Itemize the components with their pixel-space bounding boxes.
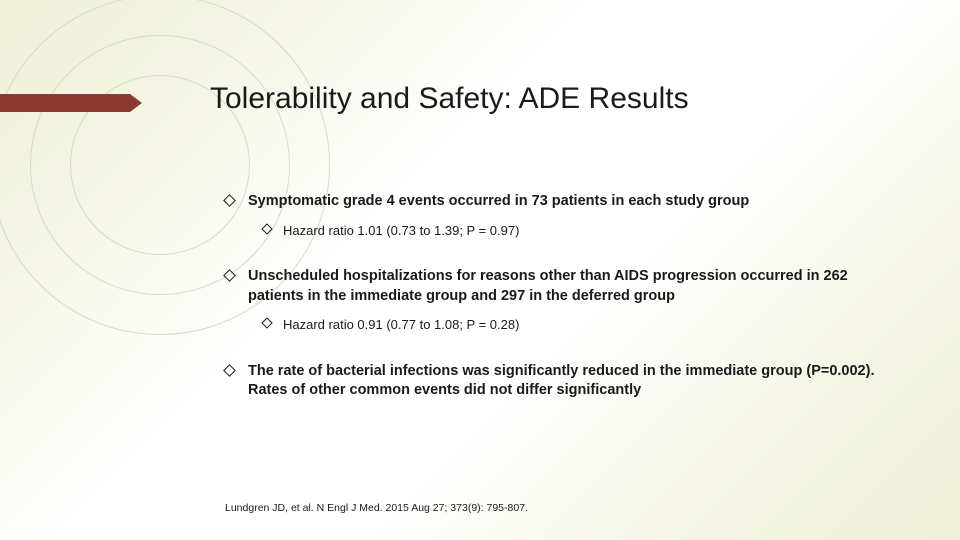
bullet-text: Symptomatic grade 4 events occurred in 7… xyxy=(248,192,749,212)
diamond-bullet-icon xyxy=(261,318,272,329)
list-item: Hazard ratio 0.91 (0.77 to 1.08; P = 0.2… xyxy=(263,316,905,334)
slide-title: Tolerability and Safety: ADE Results xyxy=(210,82,689,116)
diamond-bullet-icon xyxy=(223,269,236,282)
list-item: The rate of bacterial infections was sig… xyxy=(225,362,905,401)
diamond-bullet-icon xyxy=(223,364,236,377)
arrow-bar xyxy=(0,94,130,112)
citation-text: Lundgren JD, et al. N Engl J Med. 2015 A… xyxy=(225,502,528,514)
bullet-text: The rate of bacterial infections was sig… xyxy=(248,362,905,401)
list-item: Symptomatic grade 4 events occurred in 7… xyxy=(225,192,905,212)
sub-bullet-text: Hazard ratio 0.91 (0.77 to 1.08; P = 0.2… xyxy=(283,316,519,334)
sub-bullet-text: Hazard ratio 1.01 (0.73 to 1.39; P = 0.9… xyxy=(283,222,519,240)
list-item: Unscheduled hospitalizations for reasons… xyxy=(225,267,905,306)
bullet-text: Unscheduled hospitalizations for reasons… xyxy=(248,267,905,306)
diamond-bullet-icon xyxy=(261,223,272,234)
diamond-bullet-icon xyxy=(223,194,236,207)
list-item: Hazard ratio 1.01 (0.73 to 1.39; P = 0.9… xyxy=(263,222,905,240)
content-area: Symptomatic grade 4 events occurred in 7… xyxy=(225,192,905,419)
